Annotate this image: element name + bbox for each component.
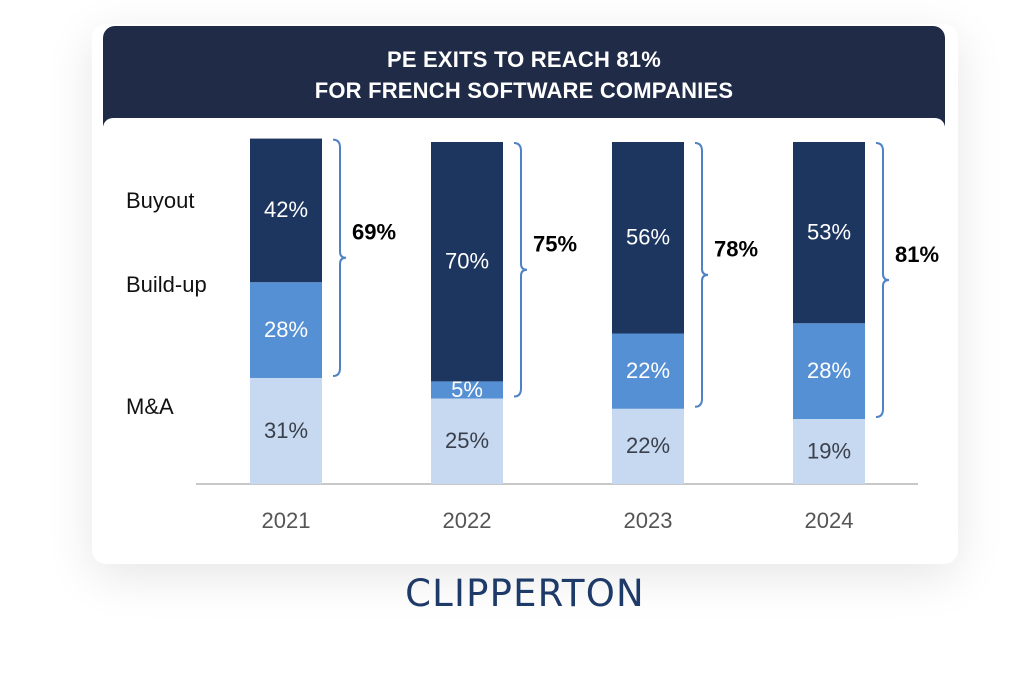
data-label-buyout-2022: 70% [445,249,489,274]
data-label-m-a-2022: 25% [445,428,489,453]
x-tick-label-2024: 2024 [805,508,854,533]
data-label-m-a-2021: 31% [264,418,308,443]
chart-title: PE EXITS TO REACH 81% FOR FRENCH SOFTWAR… [103,44,945,106]
title-banner [103,26,945,126]
legend-label-build-up: Build-up [126,272,207,297]
data-label-m-a-2024: 19% [807,438,851,463]
pe-bracket-2023 [694,142,709,408]
pe-bracket-2024 [875,142,890,419]
bar-buyout-2024 [793,142,865,324]
bar-build-up-2023 [612,333,684,409]
bar-build-up-2024 [793,323,865,420]
pe-bracket-2022 [513,142,528,398]
legend-label-buyout: Buyout [126,188,195,213]
bar-build-up-2022 [431,381,503,399]
data-label-build-up-2021: 28% [264,317,308,342]
bar-m-a-2024 [793,419,865,484]
pe-total-label-2022: 75% [533,232,577,257]
pe-total-label-2024: 81% [895,242,939,267]
bar-buyout-2021 [250,138,322,283]
title-line-2: FOR FRENCH SOFTWARE COMPANIES [314,78,734,103]
pe-total-label-2023: 78% [714,237,758,262]
data-label-buyout-2024: 53% [807,219,851,244]
pe-total-label-2021: 69% [352,220,396,245]
bar-m-a-2023 [612,408,684,484]
data-label-build-up-2024: 28% [807,358,851,383]
bar-m-a-2021 [250,377,322,484]
bar-build-up-2021 [250,282,322,378]
pe-bracket-2021 [332,138,347,377]
x-tick-label-2022: 2022 [443,508,492,533]
legend-label-m-a: M&A [126,394,174,419]
clipperton-logo: CLIPPERTON [405,572,645,615]
title-line-1: PE EXITS TO REACH 81% [387,47,661,72]
data-label-m-a-2023: 22% [626,433,670,458]
x-tick-label-2021: 2021 [262,508,311,533]
bar-buyout-2023 [612,142,684,334]
x-tick-label-2023: 2023 [624,508,673,533]
data-label-buyout-2023: 56% [626,225,670,250]
data-label-build-up-2023: 22% [626,358,670,383]
data-label-buyout-2021: 42% [264,197,308,222]
bar-m-a-2022 [431,398,503,484]
bar-buyout-2022 [431,142,503,382]
